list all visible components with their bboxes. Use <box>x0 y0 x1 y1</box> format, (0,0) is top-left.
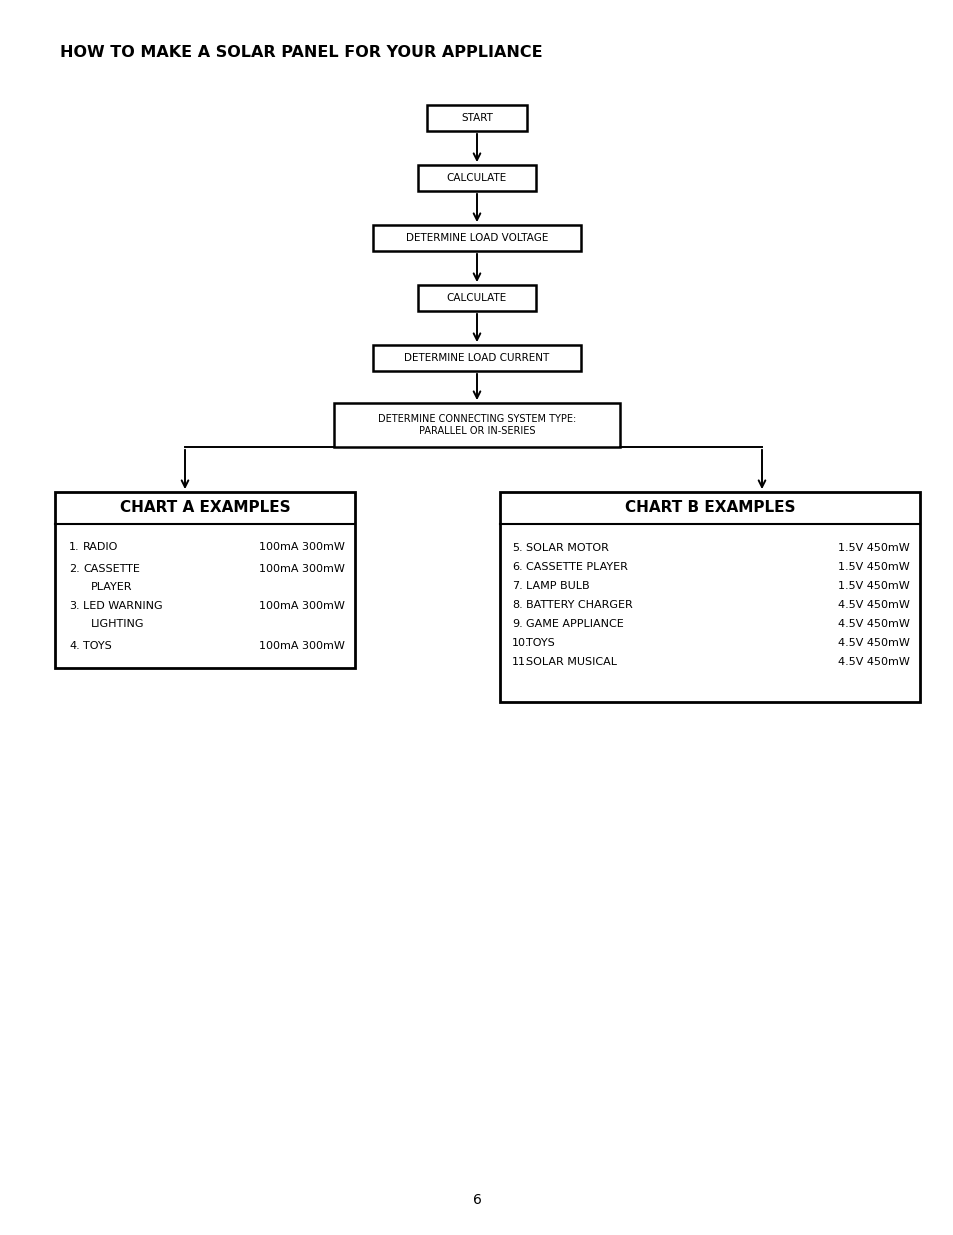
Text: 1.5V 450mW: 1.5V 450mW <box>838 562 909 572</box>
Text: DETERMINE CONNECTING SYSTEM TYPE:
PARALLEL OR IN-SERIES: DETERMINE CONNECTING SYSTEM TYPE: PARALL… <box>377 414 576 436</box>
Text: PLAYER: PLAYER <box>91 582 132 592</box>
Text: TOYS: TOYS <box>83 641 112 651</box>
Text: CHART B EXAMPLES: CHART B EXAMPLES <box>624 500 795 515</box>
Text: DETERMINE LOAD CURRENT: DETERMINE LOAD CURRENT <box>404 353 549 363</box>
Text: CASSETTE PLAYER: CASSETTE PLAYER <box>525 562 627 572</box>
Bar <box>373 225 580 251</box>
Text: 1.5V 450mW: 1.5V 450mW <box>838 580 909 592</box>
Text: 100mA 300mW: 100mA 300mW <box>259 641 345 651</box>
Bar <box>334 403 619 447</box>
Text: 1.: 1. <box>69 542 79 552</box>
Text: 4.5V 450mW: 4.5V 450mW <box>838 600 909 610</box>
Text: 6: 6 <box>472 1193 481 1207</box>
Text: SOLAR MOTOR: SOLAR MOTOR <box>525 543 608 553</box>
Text: 4.5V 450mW: 4.5V 450mW <box>838 619 909 629</box>
Text: 100mA 300mW: 100mA 300mW <box>259 564 345 574</box>
Text: TOYS: TOYS <box>525 638 554 648</box>
Text: SOLAR MUSICAL: SOLAR MUSICAL <box>525 657 617 667</box>
Text: HOW TO MAKE A SOLAR PANEL FOR YOUR APPLIANCE: HOW TO MAKE A SOLAR PANEL FOR YOUR APPLI… <box>60 44 542 61</box>
Text: 1.5V 450mW: 1.5V 450mW <box>838 543 909 553</box>
Text: START: START <box>460 112 493 124</box>
Bar <box>427 105 526 131</box>
Text: CHART A EXAMPLES: CHART A EXAMPLES <box>119 500 290 515</box>
Text: 4.5V 450mW: 4.5V 450mW <box>838 638 909 648</box>
Text: LIGHTING: LIGHTING <box>91 619 144 629</box>
Text: 11.: 11. <box>512 657 529 667</box>
Text: 8.: 8. <box>512 600 522 610</box>
Text: RADIO: RADIO <box>83 542 118 552</box>
Bar <box>55 492 355 668</box>
Text: 10.: 10. <box>512 638 529 648</box>
Text: CASSETTE: CASSETTE <box>83 564 140 574</box>
Text: 7.: 7. <box>512 580 522 592</box>
Text: 9.: 9. <box>512 619 522 629</box>
Text: 2.: 2. <box>69 564 80 574</box>
Bar <box>417 285 536 311</box>
Text: LED WARNING: LED WARNING <box>83 601 162 611</box>
Text: 3.: 3. <box>69 601 79 611</box>
Bar <box>417 165 536 191</box>
Text: GAME APPLIANCE: GAME APPLIANCE <box>525 619 623 629</box>
Bar <box>373 345 580 370</box>
Text: BATTERY CHARGER: BATTERY CHARGER <box>525 600 632 610</box>
Text: 6.: 6. <box>512 562 522 572</box>
Text: 100mA 300mW: 100mA 300mW <box>259 542 345 552</box>
Text: DETERMINE LOAD VOLTAGE: DETERMINE LOAD VOLTAGE <box>405 233 548 243</box>
Text: 100mA 300mW: 100mA 300mW <box>259 601 345 611</box>
Text: CALCULATE: CALCULATE <box>446 173 507 183</box>
Text: 4.: 4. <box>69 641 80 651</box>
Text: LAMP BULB: LAMP BULB <box>525 580 589 592</box>
Text: 4.5V 450mW: 4.5V 450mW <box>838 657 909 667</box>
Text: CALCULATE: CALCULATE <box>446 293 507 303</box>
Text: 5.: 5. <box>512 543 522 553</box>
Bar <box>499 492 919 701</box>
